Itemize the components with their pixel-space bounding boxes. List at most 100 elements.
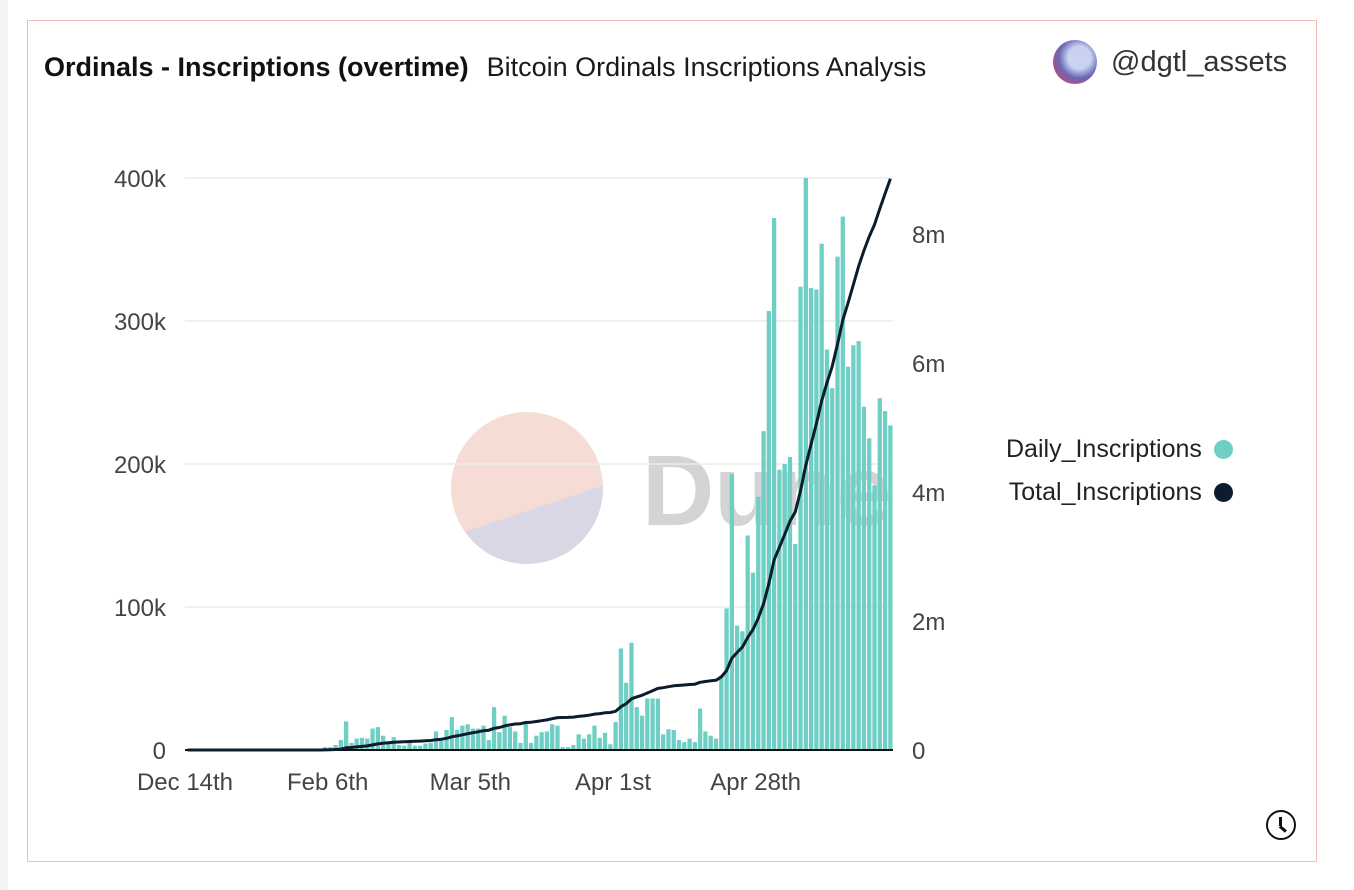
- bar-daily-inscriptions: [671, 729, 676, 750]
- legend-item-total[interactable]: Total_Inscriptions: [1006, 471, 1233, 514]
- bar-daily-inscriptions: [365, 738, 370, 750]
- bar-daily-inscriptions: [534, 735, 539, 750]
- dune-watermark: Dune: [451, 412, 892, 564]
- bar-daily-inscriptions: [698, 708, 703, 750]
- y-left-tick-label: 200k: [114, 452, 167, 479]
- bar-daily-inscriptions: [571, 745, 576, 750]
- bar-daily-inscriptions: [782, 464, 787, 750]
- author-name: @dgtl_assets: [1111, 45, 1288, 78]
- bar-daily-inscriptions: [417, 745, 423, 750]
- bar-daily-inscriptions: [560, 747, 565, 750]
- bar-daily-inscriptions: [338, 739, 343, 750]
- bar-daily-inscriptions: [808, 288, 814, 750]
- y-right-tick-label: 4m: [912, 480, 945, 507]
- bar-daily-inscriptions: [750, 572, 756, 750]
- bar-daily-inscriptions: [333, 745, 338, 750]
- bar-daily-inscriptions: [449, 717, 454, 750]
- bar-daily-inscriptions: [470, 728, 476, 750]
- bar-daily-inscriptions: [745, 535, 750, 750]
- bar-daily-inscriptions: [454, 729, 460, 750]
- bar-daily-inscriptions: [766, 310, 771, 750]
- bar-daily-inscriptions: [687, 738, 692, 750]
- series-line-total-inscriptions: [187, 178, 892, 752]
- bar-daily-inscriptions: [602, 732, 608, 750]
- bar-daily-inscriptions: [703, 731, 708, 750]
- bar-daily-inscriptions: [344, 721, 349, 750]
- chart-subtitle: Bitcoin Ordinals Inscriptions Analysis: [486, 52, 927, 82]
- chart-card: [27, 20, 1317, 862]
- bar-daily-inscriptions: [824, 349, 830, 750]
- y-left-tick-label: 400k: [114, 166, 167, 193]
- bar-daily-inscriptions: [375, 727, 380, 750]
- bar-daily-inscriptions: [587, 734, 592, 750]
- x-tick-label: Apr 28th: [710, 769, 801, 796]
- bar-daily-inscriptions: [650, 698, 655, 750]
- y-left-tick-label: 0: [153, 738, 166, 765]
- bar-daily-inscriptions: [634, 707, 639, 750]
- legend: Daily_Inscriptions Total_Inscriptions: [1006, 428, 1233, 514]
- y-left-tick-label: 300k: [114, 309, 167, 336]
- bar-daily-inscriptions: [576, 734, 581, 750]
- bar-daily-inscriptions: [528, 742, 534, 750]
- bar-daily-inscriptions: [396, 745, 402, 750]
- bar-daily-inscriptions: [465, 724, 470, 750]
- bar-daily-inscriptions: [613, 722, 618, 750]
- bar-daily-inscriptions: [888, 425, 893, 750]
- bar-daily-inscriptions: [729, 474, 734, 750]
- bar-daily-inscriptions: [830, 388, 835, 750]
- chart-header: Ordinals - Inscriptions (overtime) Bitcoi…: [44, 44, 964, 91]
- bar-daily-inscriptions: [407, 742, 412, 750]
- bar-daily-inscriptions: [555, 725, 560, 750]
- clock-icon[interactable]: [1266, 810, 1296, 840]
- bar-daily-inscriptions: [840, 216, 845, 751]
- bar-daily-inscriptions: [877, 398, 882, 750]
- bar-daily-inscriptions: [713, 738, 719, 750]
- legend-item-daily[interactable]: Daily_Inscriptions: [1006, 428, 1233, 471]
- x-tick-label: Dec 14th: [137, 769, 233, 796]
- bar-daily-inscriptions: [661, 734, 666, 750]
- bar-daily-inscriptions: [539, 732, 544, 751]
- bar-daily-inscriptions: [666, 729, 671, 750]
- bar-daily-inscriptions: [428, 742, 433, 750]
- bar-daily-inscriptions: [740, 631, 745, 750]
- legend-dot-icon: [1213, 440, 1233, 459]
- y-left-tick-label: 100k: [114, 595, 167, 622]
- bar-daily-inscriptions: [676, 739, 682, 750]
- x-tick-label: Feb 6th: [287, 769, 368, 796]
- bar-daily-inscriptions: [624, 682, 629, 750]
- legend-dot-icon: [1213, 483, 1233, 502]
- chart-title: Ordinals - Inscriptions (overtime): [44, 52, 469, 82]
- x-tick-label: Apr 1st: [575, 769, 651, 796]
- bar-daily-inscriptions: [565, 747, 571, 750]
- bar-daily-inscriptions: [592, 725, 597, 750]
- bar-daily-inscriptions: [851, 345, 856, 750]
- bar-daily-inscriptions: [507, 727, 513, 750]
- bar-daily-inscriptions: [639, 715, 645, 750]
- bar-daily-inscriptions: [861, 406, 867, 750]
- bar-daily-inscriptions: [798, 286, 803, 750]
- bar-daily-inscriptions: [386, 741, 391, 750]
- page-edge: [0, 0, 8, 890]
- bar-daily-inscriptions: [597, 737, 602, 750]
- bar-daily-inscriptions: [655, 698, 661, 750]
- bar-daily-inscriptions: [856, 341, 861, 750]
- bar-daily-inscriptions: [412, 745, 417, 750]
- bar-daily-inscriptions: [845, 366, 851, 750]
- bar-daily-inscriptions: [544, 731, 550, 750]
- bar-daily-inscriptions: [756, 496, 761, 750]
- bar-daily-inscriptions: [761, 431, 766, 750]
- bar-daily-inscriptions: [354, 738, 359, 750]
- bar-daily-inscriptions: [835, 256, 840, 750]
- bar-daily-inscriptions: [692, 742, 697, 750]
- bar-daily-inscriptions: [481, 725, 486, 750]
- bar-daily-inscriptions: [645, 698, 650, 750]
- bar-daily-inscriptions: [423, 743, 428, 750]
- bar-daily-inscriptions: [460, 725, 465, 750]
- author-link[interactable]: @dgtl_assets: [1053, 40, 1287, 84]
- bar-daily-inscriptions: [439, 739, 444, 750]
- bar-daily-inscriptions: [708, 735, 713, 750]
- bar-daily-inscriptions: [814, 289, 819, 750]
- bar-daily-inscriptions: [882, 411, 888, 750]
- bar-daily-inscriptions: [618, 648, 624, 750]
- bar-daily-inscriptions: [502, 715, 507, 750]
